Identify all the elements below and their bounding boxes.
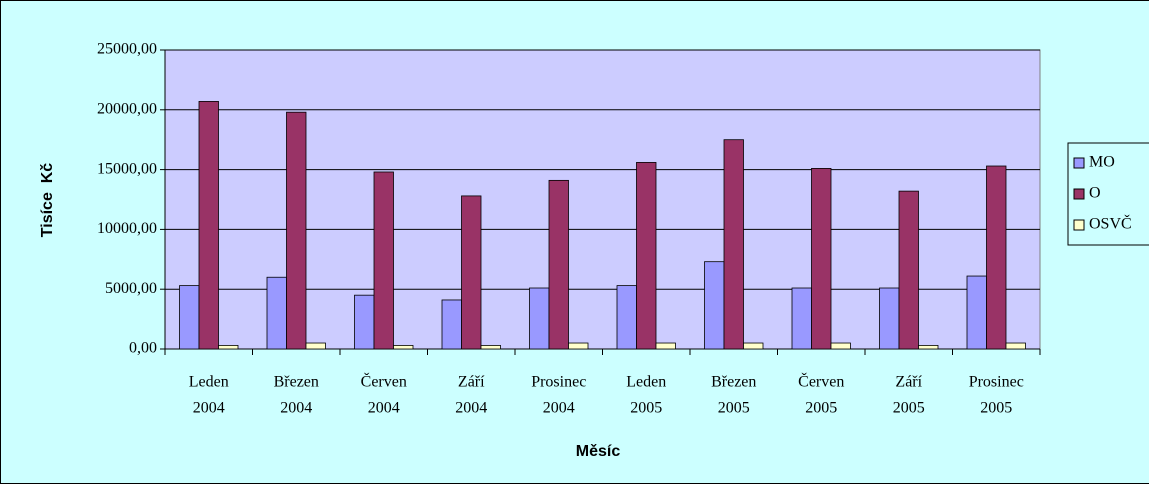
x-tick-label: Červen bbox=[798, 372, 844, 391]
x-tick-label: 2004 bbox=[455, 400, 487, 417]
x-tick-label: 2005 bbox=[980, 400, 1012, 417]
y-tick-label: 15000,00 bbox=[97, 160, 157, 177]
bar bbox=[266, 276, 287, 350]
bar bbox=[1005, 342, 1026, 350]
y-tick-label: 5000,00 bbox=[105, 280, 157, 297]
bar bbox=[198, 101, 219, 350]
bar bbox=[743, 342, 764, 350]
legend-swatch bbox=[1073, 157, 1085, 169]
bar bbox=[286, 111, 307, 350]
bar bbox=[568, 342, 589, 350]
bar bbox=[898, 190, 919, 350]
x-tick-label: Září bbox=[458, 374, 485, 391]
bar bbox=[811, 168, 832, 350]
bar bbox=[791, 287, 812, 350]
bar bbox=[723, 139, 744, 350]
x-tick-label: 2004 bbox=[280, 400, 312, 417]
bar bbox=[879, 287, 900, 350]
bar bbox=[655, 342, 676, 350]
bar bbox=[966, 275, 987, 350]
x-tick-label: Prosinec bbox=[531, 374, 586, 391]
y-tick-label: 0,00 bbox=[129, 340, 157, 357]
x-tick-label: Září bbox=[895, 374, 922, 391]
bar bbox=[529, 287, 550, 350]
x-tick-label: 2005 bbox=[630, 400, 662, 417]
bar bbox=[616, 285, 637, 350]
x-tick-label: 2005 bbox=[893, 400, 925, 417]
x-tick-label: 2004 bbox=[193, 400, 225, 417]
bar bbox=[986, 165, 1007, 350]
legend-label: OSVČ bbox=[1089, 214, 1132, 233]
x-tick-label: 2004 bbox=[368, 400, 400, 417]
x-tick-label: Leden bbox=[189, 374, 229, 391]
x-tick-label: Prosinec bbox=[969, 374, 1024, 391]
y-tick-label: 20000,00 bbox=[97, 100, 157, 117]
bar bbox=[480, 345, 501, 350]
bar bbox=[636, 162, 657, 350]
y-tick-label: 25000,00 bbox=[97, 41, 157, 58]
bar bbox=[373, 171, 394, 350]
bar bbox=[918, 345, 939, 350]
bar bbox=[218, 345, 239, 350]
legend-swatch bbox=[1073, 219, 1085, 231]
x-tick-label: Leden bbox=[626, 374, 666, 391]
bar bbox=[704, 261, 725, 350]
bar bbox=[354, 294, 375, 350]
x-axis-title: Měsíc bbox=[576, 443, 621, 460]
y-axis-title: Tisíce Kč bbox=[39, 163, 56, 238]
bar bbox=[830, 342, 851, 350]
y-tick-label: 10000,00 bbox=[97, 220, 157, 237]
legend-label: O bbox=[1089, 185, 1101, 202]
bar bbox=[461, 195, 482, 350]
x-tick-label: Březen bbox=[274, 374, 319, 391]
bar bbox=[548, 179, 569, 350]
x-tick-label: Červen bbox=[361, 372, 407, 391]
bar bbox=[393, 345, 414, 350]
bar bbox=[305, 342, 326, 350]
x-tick-label: 2005 bbox=[805, 400, 837, 417]
legend-swatch bbox=[1073, 188, 1085, 200]
x-tick-label: 2005 bbox=[718, 400, 750, 417]
legend-label: MO bbox=[1089, 154, 1115, 171]
bar bbox=[179, 285, 200, 350]
bar bbox=[441, 299, 462, 350]
x-tick-label: 2004 bbox=[543, 400, 575, 417]
x-tick-label: Březen bbox=[711, 374, 756, 391]
